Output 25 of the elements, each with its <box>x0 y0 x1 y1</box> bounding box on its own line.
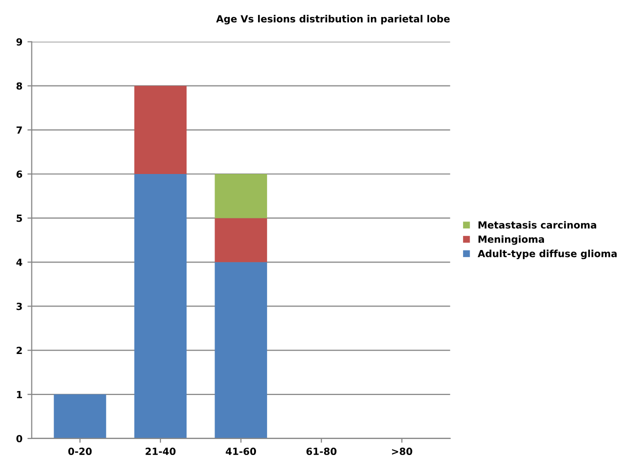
y-tick-label: 1 <box>17 391 22 398</box>
y-tick-label: 8 <box>16 82 22 90</box>
x-tick-label: >80 <box>392 448 412 456</box>
y-tick-label: 4 <box>16 258 22 266</box>
x-tick-label: 0-20 <box>68 448 92 456</box>
chart-title: Age Vs lesions distribution in parietal lobe <box>216 14 450 24</box>
bar <box>214 262 268 438</box>
x-tick-label: 21-40 <box>146 448 176 456</box>
y-tick-label: 7 <box>16 126 22 134</box>
y-tick-label: 5 <box>16 214 22 222</box>
legend-label: Adult-type diffuse glioma <box>478 250 617 260</box>
legend-label: Metastasis carcinoma <box>478 221 596 229</box>
y-tick-label: 9 <box>16 38 22 46</box>
bar <box>134 86 187 174</box>
bar <box>134 174 187 438</box>
y-tick-label: 2 <box>16 346 22 354</box>
y-tick-label: 3 <box>16 302 22 310</box>
bar <box>214 218 268 262</box>
y-tick-label: 6 <box>16 170 22 178</box>
bar <box>214 174 268 218</box>
legend-label: Meningioma <box>478 235 544 245</box>
x-tick-label: 41-60 <box>226 448 256 456</box>
bar <box>54 394 106 438</box>
y-tick-label: 0 <box>16 434 22 442</box>
x-tick-label: 61-80 <box>306 448 336 456</box>
